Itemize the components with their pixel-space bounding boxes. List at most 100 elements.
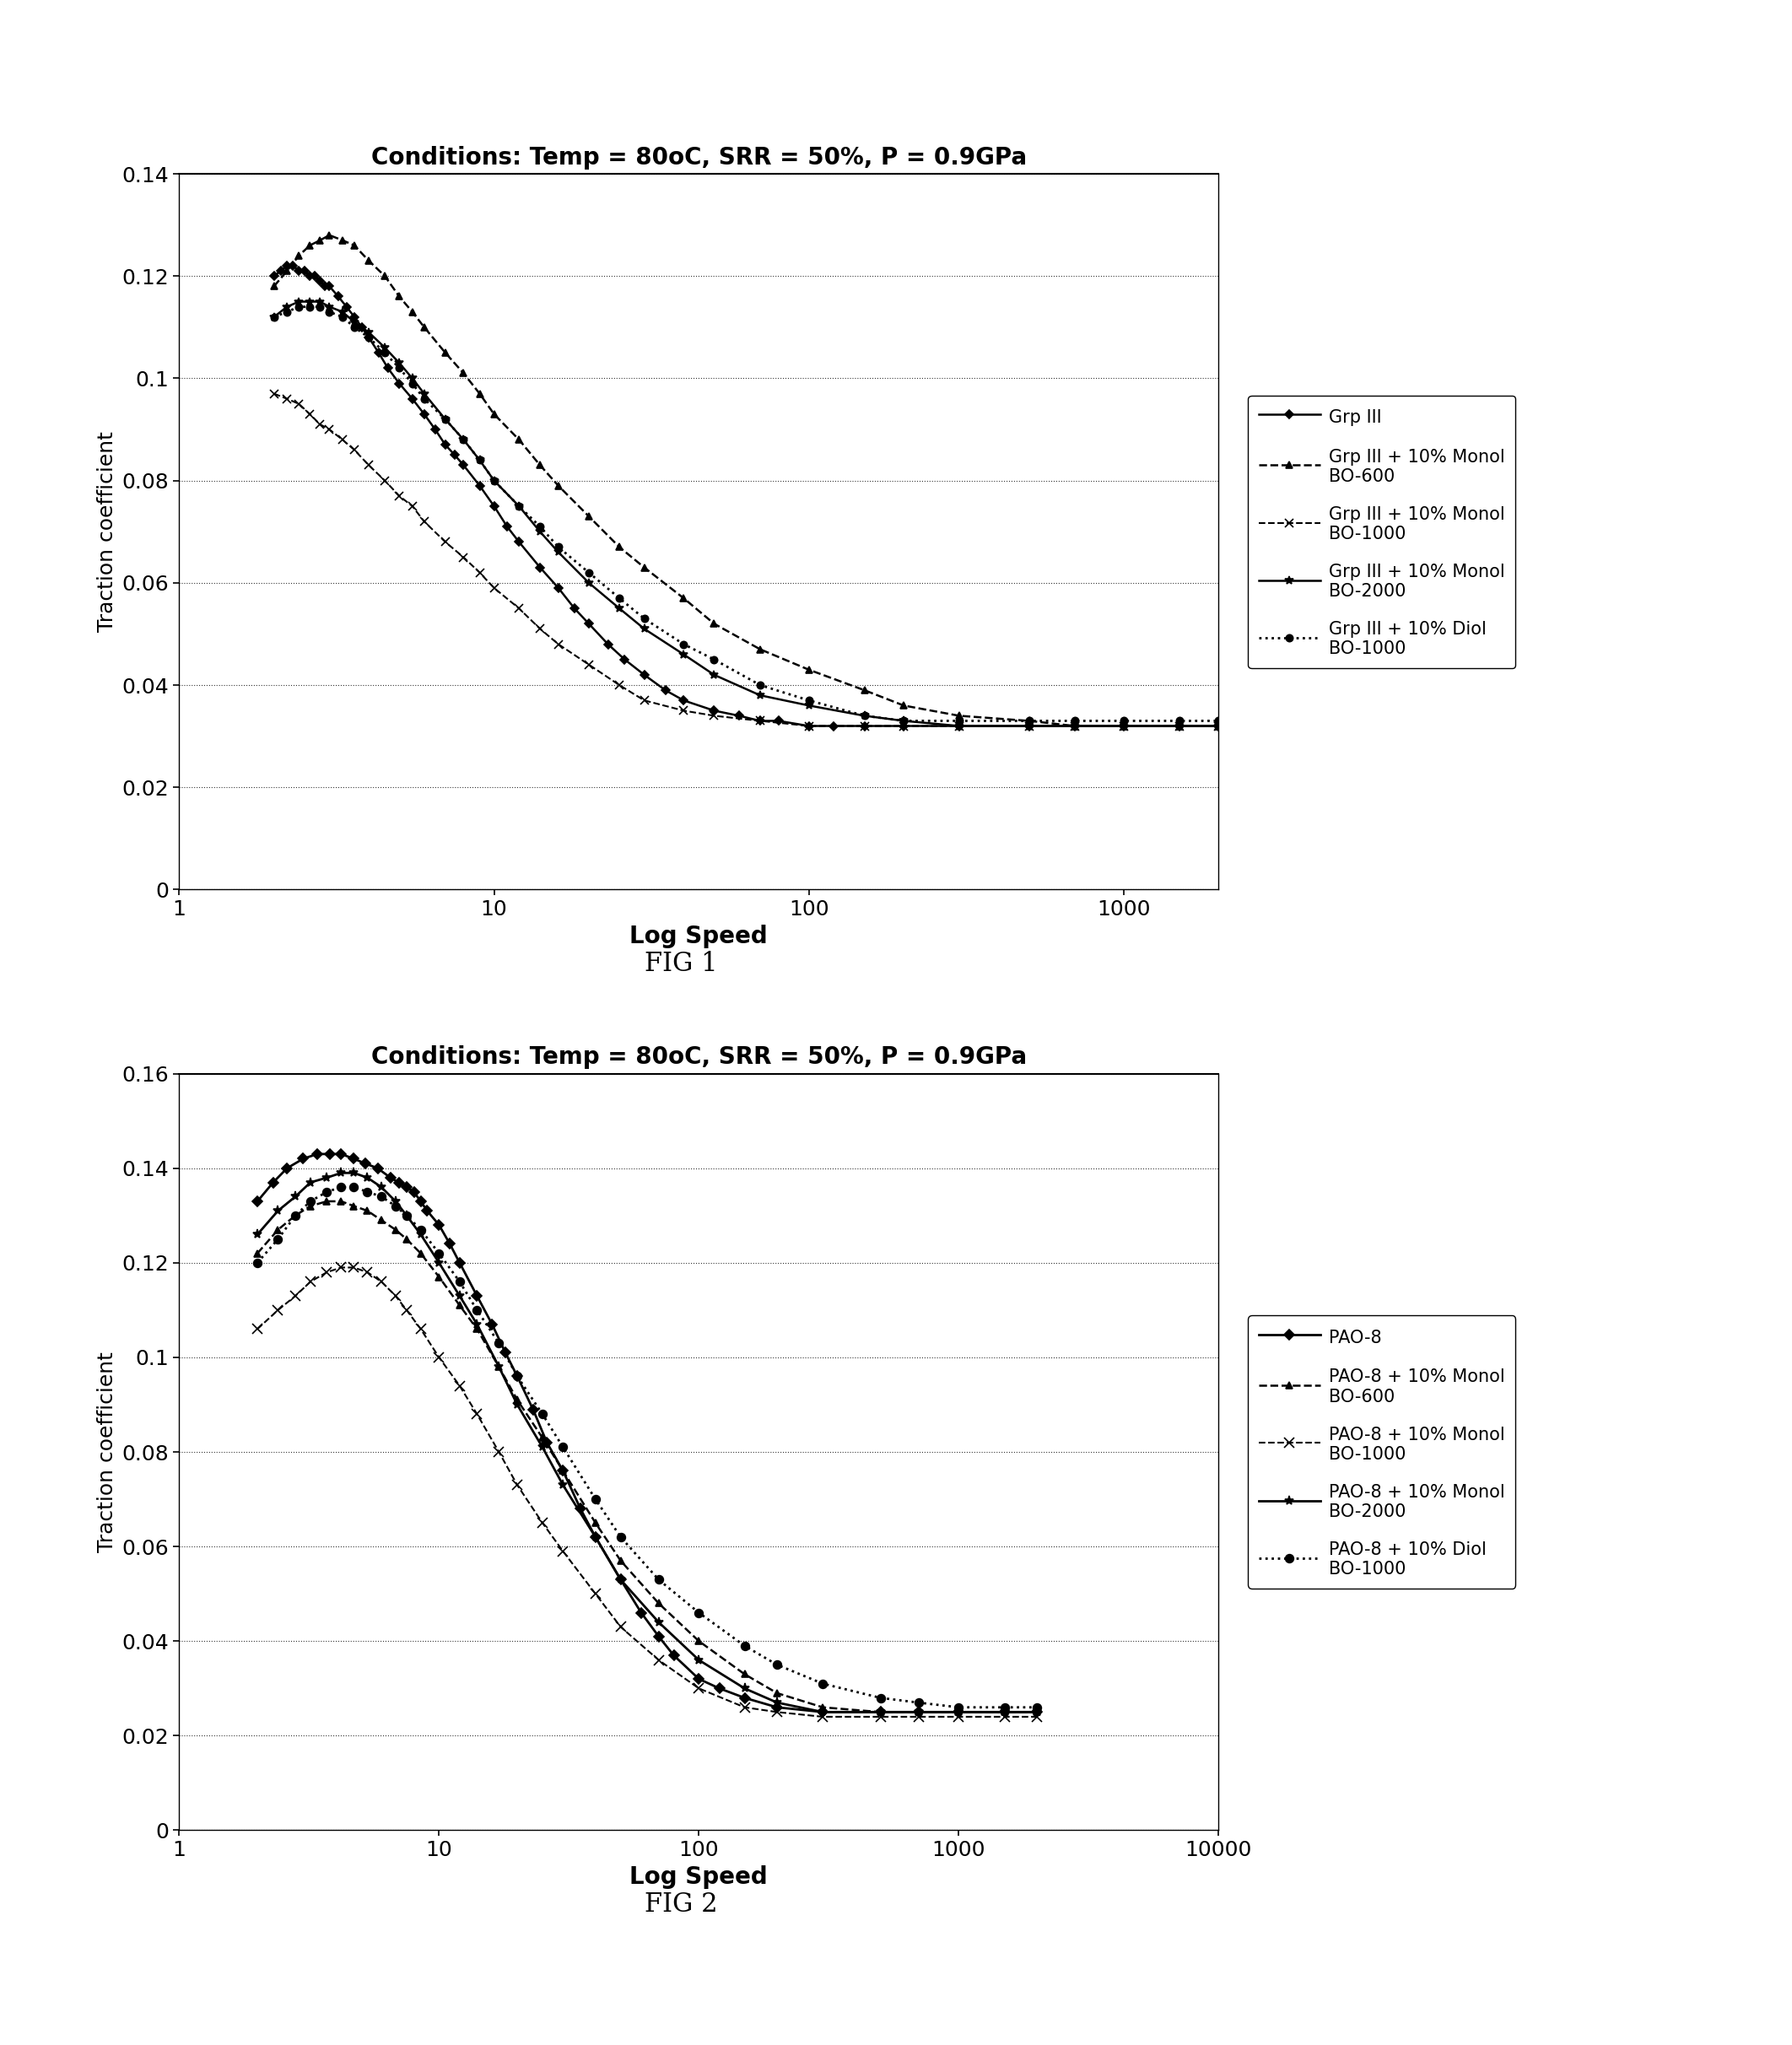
PAO-8 xyxy=(262,1170,283,1194)
Grp III + 10% Monol
BO-2000 xyxy=(749,683,771,708)
Grp III + 10% Diol
BO-1000 xyxy=(319,299,340,323)
PAO-8 + 10% Monol
BO-2000 xyxy=(869,1699,891,1724)
PAO-8 + 10% Monol
BO-600 xyxy=(371,1209,392,1233)
PAO-8 + 10% Diol
BO-1000 xyxy=(466,1299,487,1323)
PAO-8 + 10% Diol
BO-1000 xyxy=(735,1634,756,1658)
Grp III + 10% Monol
BO-1000 xyxy=(634,687,656,714)
Grp III + 10% Monol
BO-600 xyxy=(704,611,726,636)
Line: Grp III + 10% Monol
BO-2000: Grp III + 10% Monol BO-2000 xyxy=(271,297,1222,730)
PAO-8 + 10% Monol
BO-600 xyxy=(507,1389,529,1413)
PAO-8 + 10% Monol
BO-2000 xyxy=(609,1566,631,1591)
PAO-8 + 10% Monol
BO-600 xyxy=(909,1699,930,1724)
Grp III xyxy=(294,260,315,284)
Grp III + 10% Monol
BO-600 xyxy=(1168,714,1190,738)
Grp III + 10% Monol
BO-600 xyxy=(1018,710,1039,734)
X-axis label: Log Speed: Log Speed xyxy=(629,924,769,949)
PAO-8 + 10% Diol
BO-1000 xyxy=(267,1227,289,1252)
Grp III + 10% Diol
BO-1000 xyxy=(484,468,505,493)
PAO-8 + 10% Monol
BO-2000 xyxy=(552,1472,573,1497)
Grp III + 10% Monol
BO-1000 xyxy=(484,577,505,601)
PAO-8 + 10% Diol
BO-1000 xyxy=(342,1174,364,1198)
Legend: PAO-8, PAO-8 + 10% Monol
BO-600, PAO-8 + 10% Monol
BO-1000, PAO-8 + 10% Monol
BO: PAO-8, PAO-8 + 10% Monol BO-600, PAO-8 +… xyxy=(1249,1315,1516,1589)
Grp III xyxy=(263,264,285,288)
Grp III + 10% Monol
BO-600 xyxy=(310,229,332,254)
PAO-8 xyxy=(688,1667,710,1691)
Grp III + 10% Monol
BO-600 xyxy=(289,243,310,268)
PAO-8 + 10% Monol
BO-2000 xyxy=(995,1699,1016,1724)
Grp III + 10% Monol
BO-600 xyxy=(276,260,297,284)
Grp III xyxy=(579,611,600,636)
PAO-8 xyxy=(396,1174,418,1198)
Grp III + 10% Monol
BO-1000 xyxy=(1113,714,1134,738)
PAO-8 xyxy=(389,1170,410,1194)
PAO-8 xyxy=(247,1188,269,1213)
PAO-8 + 10% Diol
BO-1000 xyxy=(869,1685,891,1710)
Grp III + 10% Diol
BO-1000 xyxy=(853,703,874,728)
Title: Conditions: Temp = 80oC, SRR = 50%, P = 0.9GPa: Conditions: Temp = 80oC, SRR = 50%, P = … xyxy=(371,1045,1027,1070)
Grp III + 10% Monol
BO-600 xyxy=(299,233,321,258)
PAO-8 + 10% Monol
BO-600 xyxy=(448,1292,470,1317)
Grp III + 10% Monol
BO-600 xyxy=(634,556,656,581)
PAO-8 + 10% Monol
BO-600 xyxy=(396,1227,418,1252)
PAO-8 + 10% Diol
BO-1000 xyxy=(285,1202,306,1227)
PAO-8 xyxy=(482,1313,504,1337)
PAO-8 xyxy=(416,1198,437,1223)
Grp III + 10% Monol
BO-600 xyxy=(548,474,570,499)
Grp III + 10% Monol
BO-600 xyxy=(484,401,505,427)
PAO-8 + 10% Monol
BO-600 xyxy=(948,1699,969,1724)
Grp III + 10% Monol
BO-1000 xyxy=(453,544,475,569)
Grp III + 10% Monol
BO-2000 xyxy=(579,571,600,595)
PAO-8 + 10% Monol
BO-1000 xyxy=(410,1317,432,1342)
Grp III + 10% Monol
BO-2000 xyxy=(548,540,570,564)
PAO-8 + 10% Monol
BO-1000 xyxy=(299,1270,321,1294)
PAO-8 + 10% Diol
BO-1000 xyxy=(448,1270,470,1294)
Grp III + 10% Monol
BO-2000 xyxy=(470,448,491,472)
PAO-8 xyxy=(735,1685,756,1710)
PAO-8 + 10% Monol
BO-1000 xyxy=(552,1540,573,1564)
PAO-8 xyxy=(521,1397,543,1421)
PAO-8 + 10% Monol
BO-2000 xyxy=(247,1223,269,1247)
PAO-8 xyxy=(767,1695,788,1720)
PAO-8 + 10% Diol
BO-1000 xyxy=(357,1180,378,1205)
PAO-8 + 10% Monol
BO-2000 xyxy=(1027,1699,1048,1724)
PAO-8 + 10% Monol
BO-1000 xyxy=(428,1346,450,1370)
Grp III + 10% Monol
BO-1000 xyxy=(310,413,332,438)
Grp III + 10% Monol
BO-2000 xyxy=(375,335,396,360)
Grp III + 10% Monol
BO-2000 xyxy=(1018,714,1039,738)
Line: PAO-8 + 10% Monol
BO-1000: PAO-8 + 10% Monol BO-1000 xyxy=(253,1262,1043,1722)
Line: PAO-8 + 10% Diol
BO-1000: PAO-8 + 10% Diol BO-1000 xyxy=(253,1182,1041,1712)
Grp III + 10% Monol
BO-1000 xyxy=(797,714,819,738)
PAO-8 + 10% Monol
BO-2000 xyxy=(532,1436,554,1460)
Line: PAO-8 + 10% Monol
BO-600: PAO-8 + 10% Monol BO-600 xyxy=(254,1198,1041,1716)
PAO-8 + 10% Diol
BO-1000 xyxy=(428,1241,450,1266)
PAO-8 + 10% Monol
BO-600 xyxy=(487,1354,509,1378)
PAO-8 + 10% Monol
BO-2000 xyxy=(487,1354,509,1378)
PAO-8 + 10% Diol
BO-1000 xyxy=(609,1526,631,1550)
PAO-8 + 10% Monol
BO-1000 xyxy=(909,1706,930,1730)
Grp III + 10% Monol
BO-600 xyxy=(797,658,819,683)
Grp III + 10% Monol
BO-2000 xyxy=(319,294,340,319)
PAO-8 + 10% Diol
BO-1000 xyxy=(299,1188,321,1213)
Grp III + 10% Monol
BO-1000 xyxy=(299,401,321,427)
PAO-8 + 10% Monol
BO-600 xyxy=(428,1264,450,1288)
PAO-8 + 10% Monol
BO-600 xyxy=(869,1699,891,1724)
PAO-8 + 10% Monol
BO-1000 xyxy=(285,1284,306,1309)
Grp III + 10% Monol
BO-1000 xyxy=(1208,714,1229,738)
Grp III + 10% Diol
BO-1000 xyxy=(1018,710,1039,734)
Grp III + 10% Diol
BO-1000 xyxy=(579,560,600,585)
Grp III + 10% Monol
BO-600 xyxy=(344,233,366,258)
PAO-8 + 10% Monol
BO-2000 xyxy=(385,1188,407,1213)
PAO-8 + 10% Monol
BO-1000 xyxy=(995,1706,1016,1730)
Grp III + 10% Monol
BO-1000 xyxy=(1064,714,1086,738)
Grp III + 10% Diol
BO-1000 xyxy=(358,325,380,350)
Grp III + 10% Diol
BO-1000 xyxy=(470,448,491,472)
Grp III + 10% Diol
BO-1000 xyxy=(299,294,321,319)
Grp III + 10% Monol
BO-1000 xyxy=(1018,714,1039,738)
Grp III + 10% Diol
BO-1000 xyxy=(948,710,969,734)
PAO-8 xyxy=(948,1699,969,1724)
Grp III + 10% Monol
BO-600 xyxy=(579,503,600,528)
PAO-8 + 10% Monol
BO-2000 xyxy=(330,1162,351,1186)
PAO-8 + 10% Monol
BO-600 xyxy=(330,1188,351,1213)
Grp III + 10% Diol
BO-1000 xyxy=(375,339,396,364)
Y-axis label: Traction coefficient: Traction coefficient xyxy=(97,1352,118,1552)
